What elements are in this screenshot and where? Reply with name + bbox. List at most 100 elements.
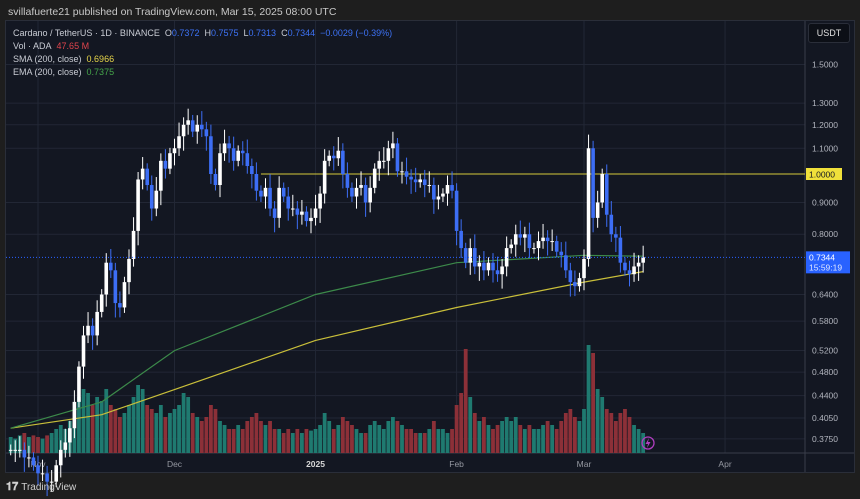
candle-body	[564, 255, 568, 271]
candle-body	[363, 185, 368, 203]
volume-bar	[386, 421, 391, 453]
volume-bar	[40, 438, 45, 453]
volume-bar	[331, 429, 336, 453]
symbol-label[interactable]: Cardano / TetherUS · 1D · BINANCE	[13, 28, 160, 38]
candle-body	[154, 190, 159, 209]
y-tick-label: 1.5000	[812, 60, 838, 70]
volume-bar	[245, 421, 250, 453]
volume-bar	[186, 397, 191, 453]
volume-bar	[477, 421, 482, 453]
volume-bar	[518, 425, 523, 453]
volume-bar	[527, 425, 532, 453]
candle-body	[81, 335, 86, 367]
volume-row[interactable]: Vol · ADA 47.65 M	[13, 40, 392, 53]
volume-bar	[99, 401, 104, 453]
candle-body	[113, 270, 118, 304]
volume-bar	[363, 433, 368, 453]
y-tick-label: 0.8000	[812, 229, 838, 239]
volume-bar	[459, 393, 464, 453]
volume-bar	[90, 405, 95, 453]
candle-body	[504, 248, 509, 267]
candle-body	[636, 262, 641, 267]
candle-body	[404, 171, 409, 177]
candle-body	[281, 187, 286, 197]
volume-bar	[445, 433, 450, 453]
volume-bar	[413, 433, 418, 453]
ohlc-row: Cardano / TetherUS · 1D · BINANCE O0.737…	[13, 27, 392, 40]
volume-bar	[618, 413, 623, 453]
candle-body	[354, 187, 359, 197]
last-price-tag	[806, 251, 850, 274]
level-price-label: 1.0000	[809, 170, 835, 180]
volume-bar	[86, 393, 90, 453]
candle-body	[163, 160, 168, 169]
candle-body	[545, 237, 550, 242]
candle-body	[168, 153, 172, 169]
volume-bar	[509, 421, 514, 453]
candle-body	[413, 179, 418, 183]
volume-bar	[491, 429, 495, 453]
chart-panel[interactable]	[5, 20, 855, 473]
sma-row[interactable]: SMA (200, close) 0.6966	[13, 53, 392, 66]
candle-body	[350, 187, 354, 197]
candle-body	[72, 401, 77, 429]
last-price-label: 0.7344	[809, 252, 835, 262]
candle-body	[291, 208, 295, 210]
volume-bar	[340, 417, 345, 453]
candle-body	[240, 150, 245, 154]
candle-body	[436, 196, 441, 200]
candle-body	[327, 155, 331, 161]
candle-body	[500, 266, 504, 275]
y-tick-label: 0.4400	[812, 391, 838, 401]
ema-row[interactable]: EMA (200, close) 0.7375	[13, 66, 392, 79]
volume-bar	[573, 417, 577, 453]
candle-body	[641, 257, 645, 263]
candle-body	[386, 148, 391, 161]
volume-bar	[577, 421, 582, 453]
candle-body	[186, 120, 190, 125]
candle-body	[427, 185, 432, 187]
candle-body	[527, 234, 532, 249]
candle-body	[368, 187, 372, 203]
volume-bar	[108, 405, 113, 453]
candle-body	[159, 160, 163, 191]
candle-body	[231, 148, 236, 161]
volume-bar	[54, 429, 59, 453]
volume-bar	[436, 429, 441, 453]
candle-body	[477, 262, 482, 267]
volume-bar	[195, 417, 200, 453]
x-tick-label: 2025	[306, 459, 325, 469]
volume-bar	[472, 413, 477, 453]
volume-bar	[36, 437, 40, 453]
volume-bar	[227, 429, 231, 453]
candle-body	[63, 442, 68, 450]
volume-bar	[550, 425, 555, 453]
open-label: O	[164, 28, 172, 38]
volume-bar	[500, 421, 504, 453]
volume-bar	[181, 393, 186, 453]
legend: Cardano / TetherUS · 1D · BINANCE O0.737…	[13, 27, 392, 79]
volume-bar	[172, 409, 177, 453]
volume-bar	[372, 421, 377, 453]
candle-body	[68, 428, 72, 443]
candle-body	[614, 234, 618, 238]
candle-body	[445, 185, 450, 194]
candle-body	[518, 234, 523, 238]
volume-bar	[149, 409, 154, 453]
volume-bar	[145, 405, 150, 453]
volume-bar	[522, 429, 527, 453]
candle-body	[627, 270, 632, 275]
candle-body	[118, 303, 122, 308]
volume-bar	[504, 417, 509, 453]
candle-body	[204, 129, 209, 137]
volume-bar	[586, 345, 591, 453]
volume-bar	[600, 397, 605, 453]
currency-button[interactable]: USDT	[808, 23, 850, 43]
volume-bar	[259, 421, 263, 453]
candle-body	[382, 160, 386, 162]
candle-body	[591, 148, 595, 218]
volume-bar	[49, 433, 54, 453]
x-tick-label: Mar	[577, 459, 592, 469]
lightning-icon-bolt	[645, 438, 651, 448]
